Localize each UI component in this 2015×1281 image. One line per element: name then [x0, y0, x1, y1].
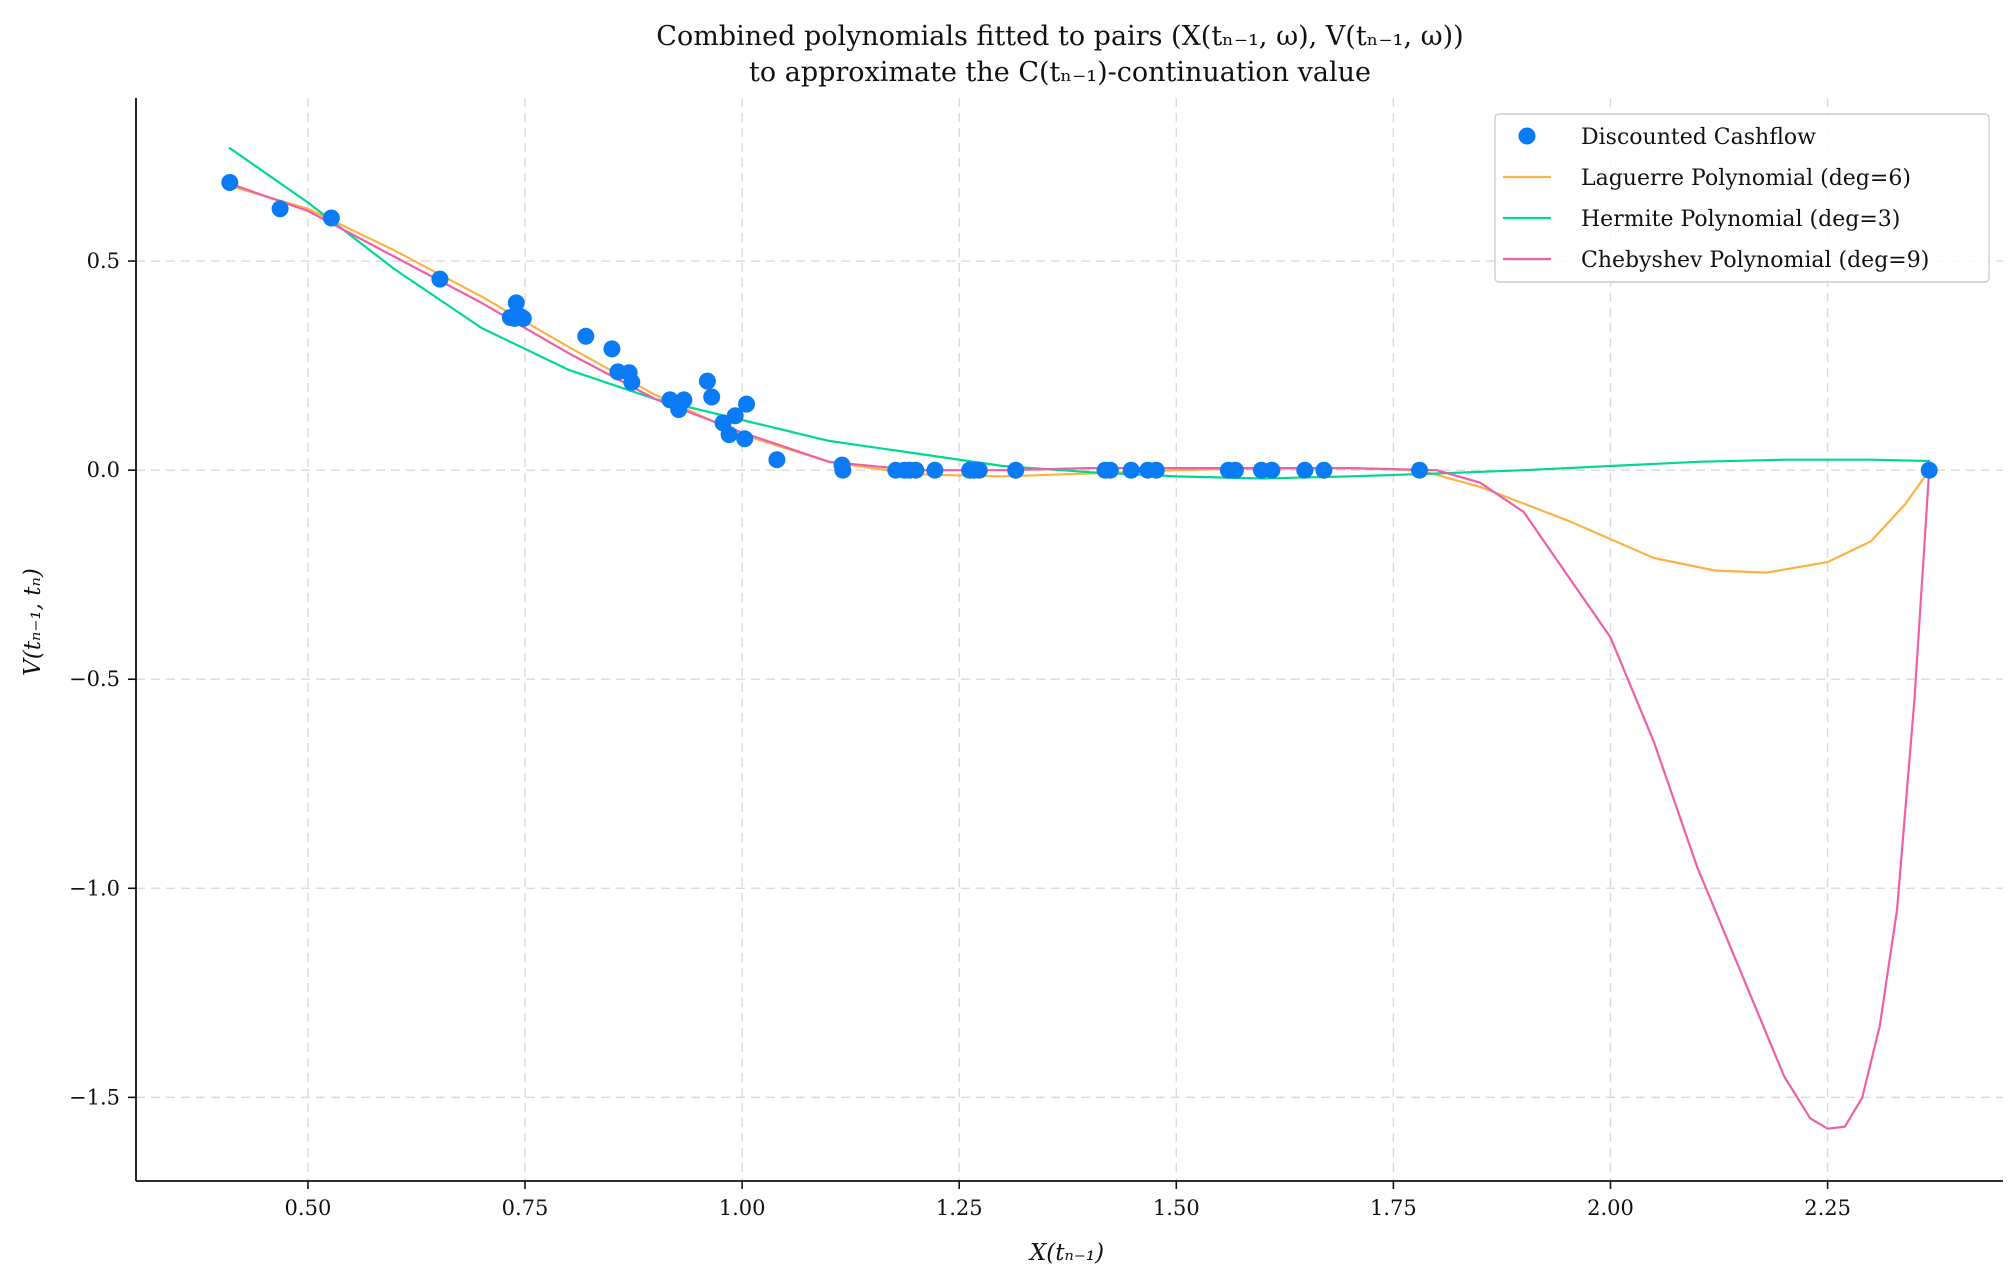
legend-frame — [1494, 113, 1990, 283]
scatter-point — [1007, 461, 1025, 479]
y-axis-label: V(tₙ₋₁, tₙ) — [20, 568, 46, 676]
scatter-point — [322, 209, 340, 227]
scatter-point — [514, 309, 532, 327]
scatter-point — [1296, 461, 1314, 479]
scatter-point — [1411, 461, 1428, 479]
axes — [128, 98, 2003, 1189]
x-tick-label: 1.00 — [719, 1196, 766, 1220]
scatter-point — [970, 461, 988, 479]
scatter-point — [577, 327, 595, 345]
scatter-point — [1101, 461, 1119, 479]
scatter-point — [675, 391, 693, 409]
tick-labels: 0.50 0.75 1.00 1.25 1.50 1.75 2.00 2.25 0.5 0.0 −0… — [69, 249, 1851, 1220]
scatter-point — [221, 174, 239, 191]
scatter-point — [1122, 461, 1140, 479]
x-tick-label: 1.75 — [1370, 1196, 1417, 1220]
x-tick-label: 1.25 — [936, 1196, 983, 1220]
scatter-point — [926, 461, 944, 479]
y-tick-label: −1.0 — [69, 876, 120, 900]
x-tick-label: 2.00 — [1587, 1196, 1634, 1220]
scatter-point — [703, 388, 721, 406]
scatter-point — [431, 270, 449, 288]
y-tick-label: −0.5 — [69, 667, 120, 691]
y-tick-label: −1.5 — [69, 1085, 120, 1109]
scatter-point — [720, 426, 738, 444]
series-line-3 — [228, 182, 1931, 1130]
scatter-point — [834, 461, 852, 479]
legend-entry-label: Hermite Polynomial (deg=3) — [1581, 207, 1900, 232]
legend-marker-scatter — [1518, 127, 1536, 145]
legend-entry-label: Discounted Cashflow — [1581, 125, 1816, 150]
series-line-2 — [228, 147, 1931, 480]
scatter-point — [907, 461, 925, 479]
scatter-point — [1147, 461, 1165, 479]
scatter-point — [271, 200, 289, 218]
legend-entry-label: Chebyshev Polynomial (deg=9) — [1581, 248, 1929, 273]
scatter-point — [1263, 461, 1281, 479]
x-tick-label: 2.25 — [1804, 1196, 1851, 1220]
chart-title-line-1: Combined polynomials fitted to pairs (X(… — [656, 21, 1463, 52]
legend-entry-label: Laguerre Polynomial (deg=6) — [1581, 166, 1911, 191]
scatter-point — [1226, 461, 1244, 479]
chart-title-line-2: to approximate the C(tₙ₋₁)-continuation … — [749, 57, 1371, 88]
scatter-point — [603, 340, 621, 358]
x-axis-label: X(tₙ₋₁) — [1028, 1240, 1104, 1266]
scatter-point — [738, 395, 755, 413]
scatter-point — [698, 372, 716, 390]
legend: Discounted Cashflow Laguerre Polynomial (… — [1494, 113, 1990, 283]
scatter-point — [1315, 461, 1333, 479]
x-tick-label: 0.50 — [285, 1196, 332, 1220]
x-tick-label: 0.75 — [502, 1196, 549, 1220]
scatter-point — [768, 451, 786, 469]
series-lines — [228, 147, 1931, 1130]
x-tick-label: 1.50 — [1153, 1196, 1200, 1220]
y-tick-label: 0.5 — [87, 249, 120, 273]
scatter-point — [507, 294, 525, 312]
scatter-point — [726, 407, 744, 425]
scatter-points — [221, 174, 1938, 479]
scatter-point — [736, 430, 754, 448]
scatter-point — [1920, 461, 1938, 479]
y-tick-label: 0.0 — [87, 458, 120, 482]
scatter-point — [623, 373, 641, 391]
